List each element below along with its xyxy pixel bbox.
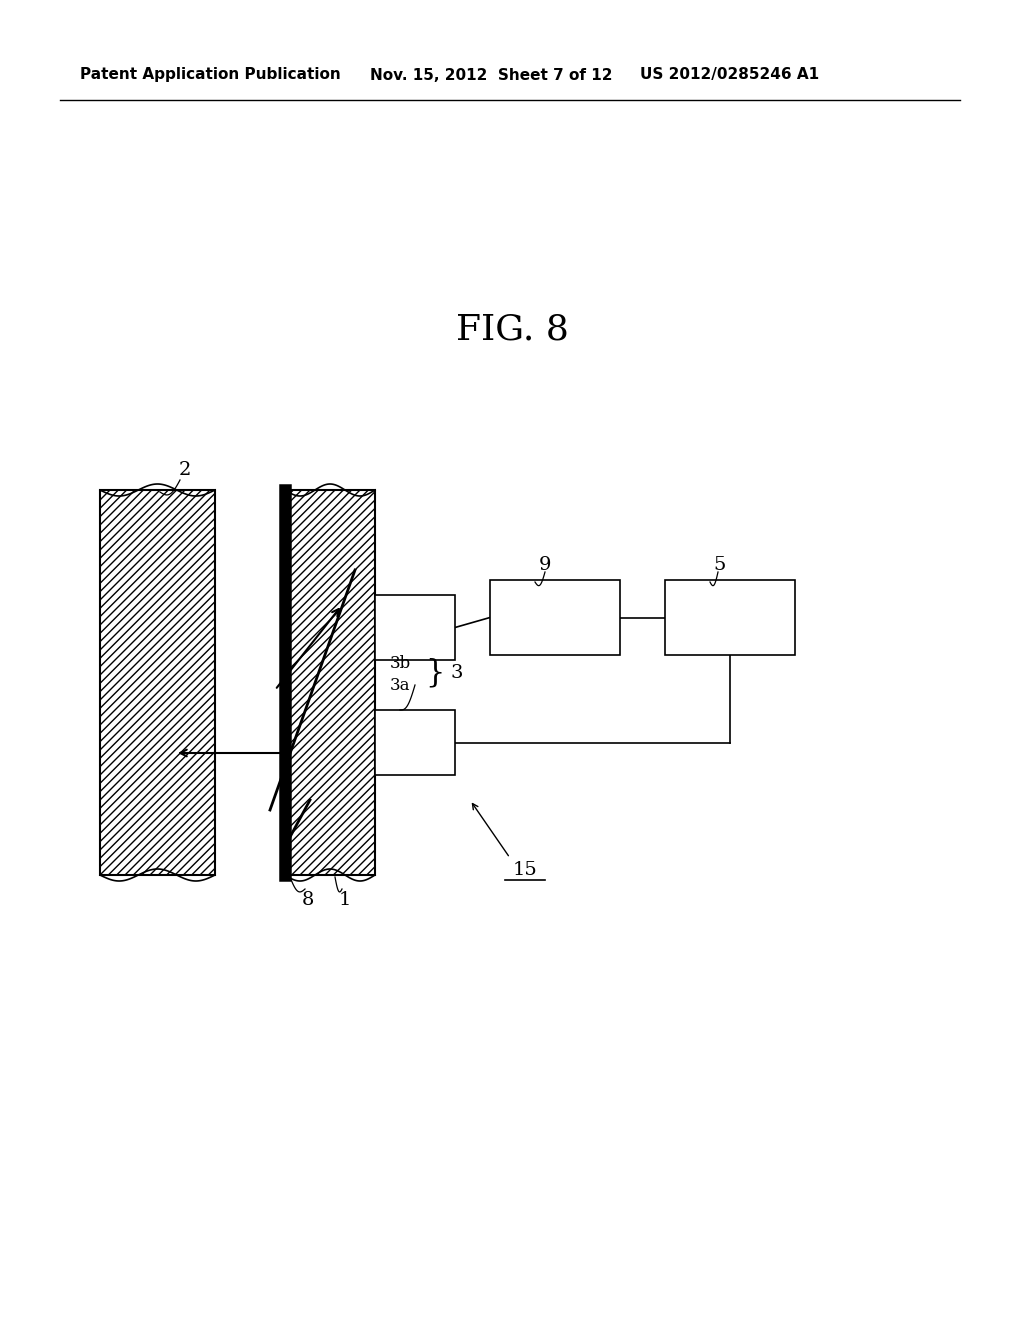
Text: FIG. 8: FIG. 8 <box>456 313 568 347</box>
Text: 9: 9 <box>539 556 551 574</box>
Text: 8: 8 <box>302 891 314 909</box>
Bar <box>375 595 455 660</box>
Text: 15: 15 <box>513 861 538 879</box>
Text: 3b: 3b <box>390 655 412 672</box>
Text: Patent Application Publication: Patent Application Publication <box>80 67 341 82</box>
Text: US 2012/0285246 A1: US 2012/0285246 A1 <box>640 67 819 82</box>
Text: 1: 1 <box>339 891 351 909</box>
Bar <box>100 490 215 875</box>
Bar <box>490 579 620 655</box>
Text: 2: 2 <box>179 461 191 479</box>
Text: 3a: 3a <box>390 676 411 693</box>
Bar <box>375 710 455 775</box>
Text: }: } <box>425 657 444 689</box>
Text: 5: 5 <box>714 556 726 574</box>
Bar <box>285 490 375 875</box>
Bar <box>665 579 795 655</box>
Text: Nov. 15, 2012  Sheet 7 of 12: Nov. 15, 2012 Sheet 7 of 12 <box>370 67 612 82</box>
Text: 3: 3 <box>450 664 463 682</box>
